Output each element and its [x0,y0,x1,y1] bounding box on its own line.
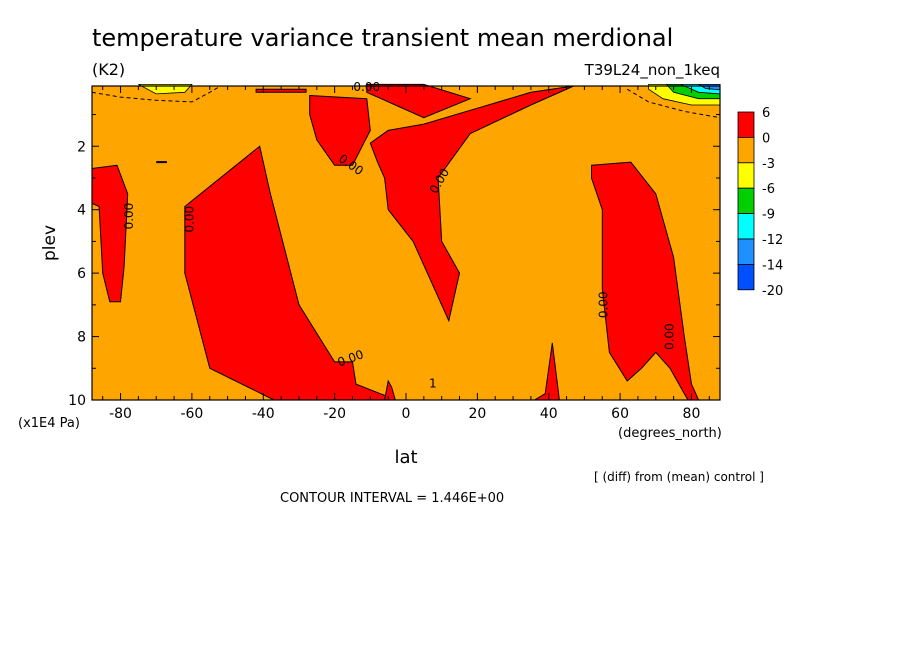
y-tick-label: 4 [77,203,86,219]
contour-label-8: 1 [429,377,437,391]
contour-label-6: 0.00 [662,323,676,350]
legend-label-1: 0 [762,131,770,146]
x-tick-label: 20 [468,406,486,422]
x-tick-label: -40 [252,406,275,422]
legend-label-2: -3 [762,157,775,172]
contour-label-5: 0.00 [597,291,611,318]
y-axis-label: plev [40,225,60,261]
x-axis-units: (degrees_north) [618,426,722,441]
positive-region-northern-column [591,161,700,401]
y-axis-units: (x1E4 Pa) [18,416,80,431]
legend-label-7: -20 [762,284,783,299]
color-legend: 6 0 -3 -6 -9 -12 -14 -20 [737,106,783,299]
plot-area: 0.000.000.000.00 0.000.000.000.001 -80 -60… [68,80,721,422]
negative-region-south-top-yellow [138,84,193,95]
contour-label-0: 0.00 [353,80,380,94]
filled-regions [91,83,721,401]
positive-region-main [184,145,389,401]
dashed-contour-south [91,85,221,103]
x-tick-label: -80 [109,406,132,422]
chart-title: temperature variance transient mean merd… [92,24,673,52]
y-tick-label: 10 [68,393,86,409]
x-tick-label: 80 [683,406,701,422]
legend-swatch-5 [737,238,755,265]
positive-region-upper-bar [366,83,472,119]
units-label: (K2) [92,60,125,79]
positive-region-tropical-column [369,85,574,323]
positive-region-equatorial [309,94,371,166]
x-tick-label: -60 [180,406,203,422]
legend-swatch-2 [737,162,755,189]
diff-note: [ (diff) from (mean) control ] [594,470,764,484]
legend-swatch-3 [737,187,755,214]
run-label: T39L24_non_1keq [584,61,720,80]
legend-swatch-4 [737,213,755,240]
x-tick-label: 60 [611,406,629,422]
positive-region-southern-edge [91,164,129,303]
x-tick-label: 40 [540,406,558,422]
legend-label-5: -12 [762,233,783,248]
positive-region-upper-strip [255,88,307,93]
legend-swatch-0 [737,111,755,138]
x-tick-label: 0 [402,406,411,422]
legend-label-0: 6 [762,106,770,121]
axis-ticks: -80 -60 -40 -20 0 20 40 60 80 2 4 6 8 10 [68,86,720,422]
y-tick-label: 6 [77,266,86,282]
legend-label-6: -14 [762,258,783,273]
contour-label-4: 0.00 [183,206,197,233]
x-axis-label: lat [394,447,417,468]
contour-interval: CONTOUR INTERVAL = 1.446E+00 [280,491,504,506]
y-tick-label: 8 [77,330,86,346]
legend-swatch-6 [737,263,755,291]
y-tick-label: 2 [77,139,86,155]
x-tick-label: -20 [323,406,346,422]
legend-label-4: -9 [762,208,775,223]
legend-swatch-1 [737,136,755,164]
legend-label-3: -6 [762,182,775,197]
dashed-contour-north [626,88,721,119]
contour-label-3: 0.00 [122,203,136,230]
